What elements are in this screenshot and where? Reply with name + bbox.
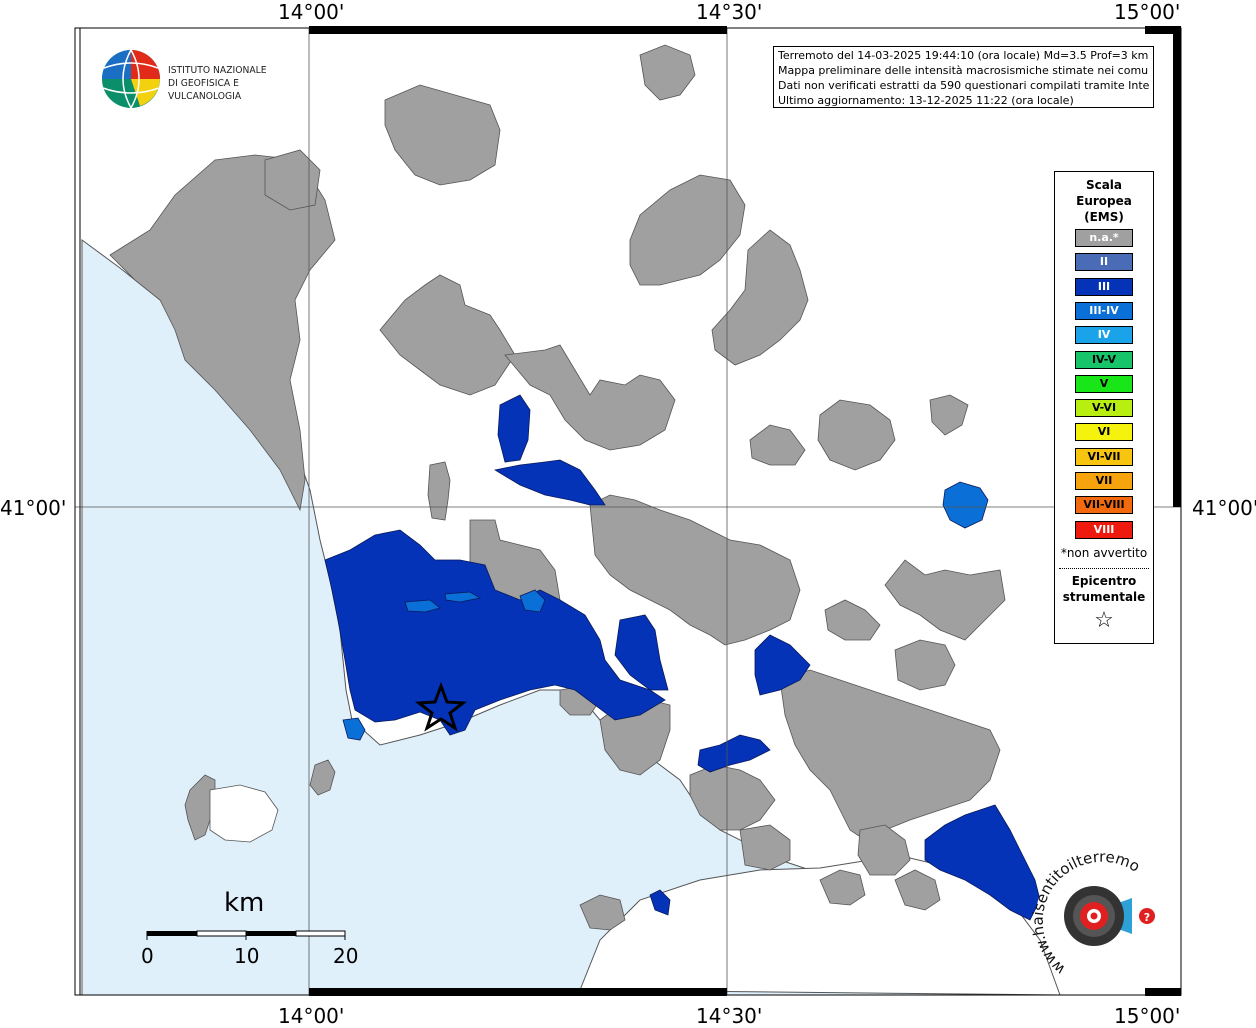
legend-item-6: V	[1075, 374, 1133, 393]
map-frame	[74, 26, 1182, 996]
lat-label-right: 41°00'	[1192, 496, 1256, 520]
ingv-logo: ISTITUTO NAZIONALE DI GEOFISICA E VULCAN…	[100, 46, 310, 110]
haisentito-seismometer-icon: ? www.haisentitoilterremoto.it	[1028, 836, 1160, 978]
ingv-logo-line2: DI GEOFISICA E VULCANOLOGIA	[168, 78, 242, 102]
lon-label-top-2: 14°30'	[696, 0, 763, 24]
info-line-1: Terremoto del 14-03-2025 19:44:10 (ora l…	[778, 49, 1149, 62]
legend-item-9: VI-VII	[1075, 447, 1133, 466]
legend-item-0: n.a.*	[1075, 229, 1133, 247]
municipalities-intensity-iii	[324, 394, 1041, 921]
ingv-globe-icon	[102, 49, 160, 109]
legend-item-12: VIII	[1075, 520, 1133, 539]
scale-title: km	[224, 888, 265, 918]
legend-item-1: II	[1075, 253, 1133, 272]
legend-item-5: IV-V	[1075, 350, 1133, 369]
legend-item-8: VI	[1075, 423, 1133, 442]
epicentre-star	[414, 681, 468, 732]
ingv-logo-text: ISTITUTO NAZIONALE DI GEOFISICA E VULCAN…	[168, 64, 299, 103]
info-line-3: Dati non verificati estratti da 590 ques…	[778, 79, 1149, 92]
lon-label-bottom-3: 15°00'	[1114, 1004, 1181, 1028]
scale-bar	[146, 930, 346, 940]
legend-epicentre: Epicentro strumentale	[1055, 573, 1153, 605]
haisentito-logo: ? www.haisentitoilterremoto.it	[1028, 836, 1164, 982]
info-line-2: Mappa preliminare delle intensità macros…	[778, 64, 1149, 77]
legend-star-icon: ☆	[1094, 608, 1114, 633]
legend-title-line2: Europea	[1076, 194, 1132, 208]
scale-label-20: 20	[333, 944, 359, 968]
earthquake-info-box: Terremoto del 14-03-2025 19:44:10 (ora l…	[773, 46, 1154, 108]
legend-item-7: V-VI	[1075, 399, 1133, 418]
lon-label-bottom-1: 14°00'	[278, 1004, 345, 1028]
lon-label-top-1: 14°00'	[278, 0, 345, 24]
ingv-logo-line1: ISTITUTO NAZIONALE	[168, 65, 267, 76]
legend-item-3: III-IV	[1075, 301, 1133, 320]
legend-title-line3: (EMS)	[1084, 210, 1124, 224]
graticule	[75, 28, 1181, 995]
legend-item-2: III	[1075, 277, 1133, 296]
info-line-4: Ultimo aggiornamento: 13-12-2025 11:22 (…	[778, 94, 1074, 107]
legend-note: *non avvertito	[1060, 546, 1148, 560]
municipalities-intensity-iii-iv	[342, 481, 989, 741]
legend-title: Scala Europea (EMS)	[1055, 177, 1153, 225]
ischia-island	[209, 784, 279, 843]
legend-epicentre-line2: strumentale	[1062, 590, 1146, 604]
svg-text:?: ?	[1144, 911, 1150, 924]
scale-label-10: 10	[234, 944, 260, 968]
legend-epicentre-line1: Epicentro	[1071, 574, 1137, 588]
legend-item-4: IV	[1075, 326, 1133, 345]
scale-label-0: 0	[141, 944, 154, 968]
lat-label-left: 41°00'	[0, 496, 67, 520]
legend-item-10: VII	[1075, 472, 1133, 490]
lon-label-top-3: 15°00'	[1114, 0, 1181, 24]
legend-separator	[1059, 568, 1149, 569]
legend-title-line1: Scala	[1085, 178, 1123, 192]
ems-legend: Scala Europea (EMS) n.a.* II III III-IV IV IV…	[1054, 171, 1154, 644]
legend-item-11: VII-VIII	[1075, 496, 1133, 515]
lon-label-bottom-2: 14°30'	[696, 1004, 763, 1028]
